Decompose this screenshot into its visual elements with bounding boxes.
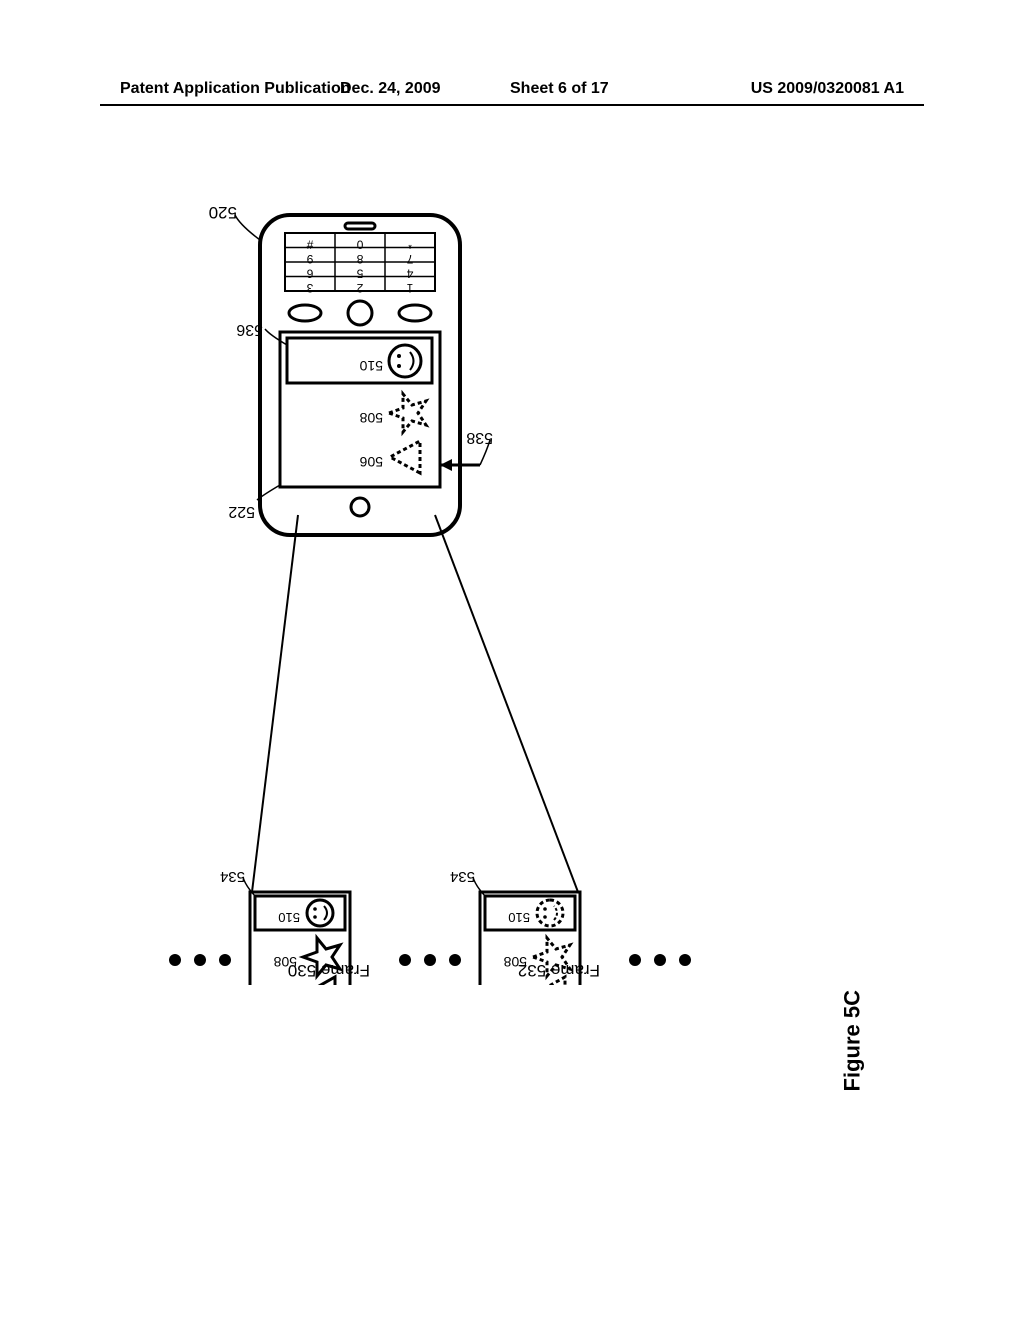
frame-532-label: Frame 532 [518, 961, 600, 980]
svg-text:6: 6 [306, 267, 313, 281]
svg-text:508: 508 [359, 410, 383, 426]
header-left: Patent Application Publication [120, 80, 351, 98]
svg-text:*: * [407, 238, 412, 252]
svg-text:536: 536 [236, 321, 263, 338]
svg-text:0: 0 [356, 238, 363, 252]
svg-text:506: 506 [359, 454, 383, 470]
phone-520: 520 522 506 508 536 [209, 203, 493, 535]
svg-text:510: 510 [508, 910, 530, 925]
svg-text:510: 510 [278, 910, 300, 925]
svg-text:8: 8 [356, 252, 363, 266]
frame-530-label: Frame 530 [288, 961, 370, 980]
svg-text:4: 4 [406, 267, 413, 281]
figure-5c: 506 508 510 534 Frame 530 [105, 195, 835, 985]
page-header: Patent Application Publication Dec. 24, … [0, 80, 1024, 98]
header-divider [100, 104, 924, 106]
svg-text:5: 5 [356, 267, 363, 281]
header-date: Dec. 24, 2009 [340, 80, 441, 98]
svg-text:1: 1 [406, 281, 413, 295]
svg-text:2: 2 [356, 281, 363, 295]
svg-text:534: 534 [220, 868, 245, 885]
svg-text:520: 520 [209, 203, 237, 222]
svg-text:#: # [306, 238, 313, 252]
figure-caption: Figure 5C [839, 990, 865, 1091]
svg-text:538: 538 [466, 429, 493, 446]
svg-text:9: 9 [306, 252, 313, 266]
svg-text:3: 3 [306, 281, 313, 295]
svg-text:522: 522 [228, 503, 255, 520]
header-pubnum: US 2009/0320081 A1 [751, 80, 904, 98]
svg-text:534: 534 [450, 868, 475, 885]
phone-keypad: 3 6 9 # 2 5 8 0 1 4 7 * [285, 233, 435, 295]
header-sheet: Sheet 6 of 17 [510, 80, 609, 98]
svg-text:7: 7 [406, 252, 413, 266]
figure-svg: 506 508 510 534 Frame 530 [105, 195, 835, 985]
svg-text:510: 510 [359, 358, 383, 374]
